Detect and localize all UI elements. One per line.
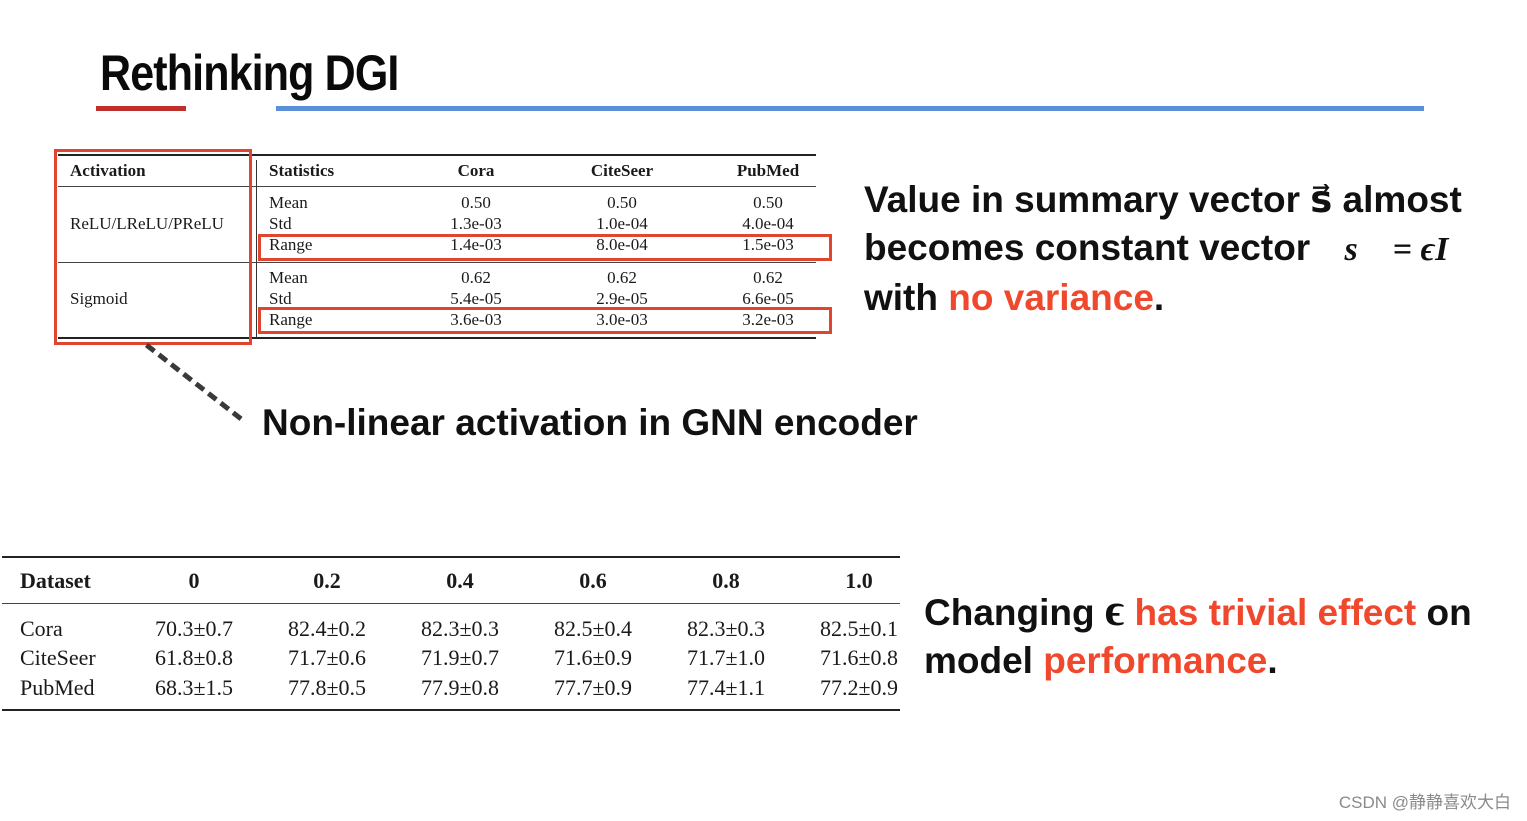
table-cell: 77.2±0.9 xyxy=(819,675,899,700)
table-cell: 71.7±1.0 xyxy=(686,645,766,670)
dataset-label: PubMed xyxy=(20,675,95,700)
table-cell: 77.9±0.8 xyxy=(420,675,500,700)
table-cell: 71.7±0.6 xyxy=(287,645,367,670)
performance-highlight: performance xyxy=(1043,640,1268,681)
table-cell: 71.9±0.7 xyxy=(420,645,500,670)
activation-sigmoid: Sigmoid xyxy=(70,289,128,308)
header-eps: 0.8 xyxy=(712,568,740,593)
table-cell: 3.2e-03 xyxy=(742,310,794,329)
activation-relu: ReLU/LReLU/PReLU xyxy=(70,214,224,233)
table-cell: 82.3±0.3 xyxy=(420,616,500,641)
stat-label: Range xyxy=(269,310,313,329)
dataset-label: CiteSeer xyxy=(20,645,96,670)
table-header-rule xyxy=(2,603,900,604)
table-cell: 5.4e-05 xyxy=(450,289,502,308)
stat-label: Mean xyxy=(269,268,308,287)
table-cell: 77.4±1.1 xyxy=(686,675,766,700)
table-bottom-rule xyxy=(58,337,816,339)
no-variance-highlight: no variance xyxy=(948,277,1154,318)
callout-text: with xyxy=(864,277,949,318)
header-cora: Cora xyxy=(457,161,495,180)
table-cell: 0.62 xyxy=(607,268,637,287)
table-cell: 77.8±0.5 xyxy=(287,675,367,700)
callout-line: Value in summary vector s⃗ almost xyxy=(864,179,1462,220)
callout-line: becomes constant vector s⃗ = ϵI xyxy=(864,224,1462,274)
activation-callout: Non-linear activation in GNN encoder xyxy=(262,402,918,443)
table-vertical-rule xyxy=(256,160,257,338)
table-cell: 3.0e-03 xyxy=(596,310,648,329)
trivial-effect-highlight: has trivial effect xyxy=(1124,592,1417,633)
activation-column-highlight xyxy=(54,149,252,345)
table-cell: 0.50 xyxy=(753,193,783,212)
callout-text: . xyxy=(1267,640,1278,681)
epsilon-effect-callout: Changing ϵ has trivial effect on model p… xyxy=(924,586,1472,685)
table-cell: 1.3e-03 xyxy=(450,214,502,233)
table-top-rule xyxy=(2,556,900,558)
table-cell: 0.62 xyxy=(753,268,783,287)
header-eps: 0 xyxy=(188,568,200,593)
slide-title: Rethinking DGI xyxy=(100,45,399,101)
table-cell: 71.6±0.8 xyxy=(819,645,899,670)
table-cell: 82.5±0.1 xyxy=(819,616,899,641)
table-cell: 0.50 xyxy=(461,193,491,212)
callout-text: . xyxy=(1153,277,1165,318)
stat-label: Mean xyxy=(269,193,308,212)
stat-label: Std xyxy=(269,214,292,233)
callout-text: on xyxy=(1416,592,1472,633)
header-eps: 1.0 xyxy=(845,568,873,593)
table-cell: 0.50 xyxy=(607,193,637,212)
header-eps: 0.4 xyxy=(446,568,474,593)
table-cell: 82.3±0.3 xyxy=(686,616,766,641)
stat-label: Std xyxy=(269,289,292,308)
table-cell: 77.7±0.9 xyxy=(553,675,633,700)
title-underline-blue xyxy=(276,106,1424,111)
range-row-highlight xyxy=(258,234,832,261)
table-cell: 82.4±0.2 xyxy=(287,616,367,641)
table-header-rule xyxy=(58,186,816,187)
table-cell: 4.0e-04 xyxy=(742,214,794,233)
title-underline-red xyxy=(96,106,186,111)
callout-line: Changing ϵ has trivial effect on xyxy=(924,586,1472,637)
table-cell: 1.4e-03 xyxy=(450,235,502,254)
header-dataset: Dataset xyxy=(20,568,91,593)
watermark: CSDN @静静喜欢大白 xyxy=(1338,793,1511,812)
range-row-highlight xyxy=(258,307,832,334)
table-cell: 2.9e-05 xyxy=(596,289,648,308)
table-cell: 0.62 xyxy=(461,268,491,287)
table-cell: 8.0e-04 xyxy=(596,235,648,254)
table-group-rule xyxy=(58,262,816,263)
callout-text: model xyxy=(924,640,1044,681)
epsilon-symbol: ϵ xyxy=(1104,584,1125,635)
callout-text: becomes constant vector xyxy=(864,227,1311,268)
callout-text: Changing xyxy=(924,592,1105,633)
table-cell: 70.3±0.7 xyxy=(154,616,234,641)
header-eps: 0.6 xyxy=(579,568,607,593)
callout-line: with no variance. xyxy=(864,274,1462,322)
table-cell: 1.5e-03 xyxy=(742,235,794,254)
table-top-rule xyxy=(58,154,816,156)
table-cell: 82.5±0.4 xyxy=(553,616,633,641)
header-pubmed: PubMed xyxy=(736,161,800,180)
table-cell: 68.3±1.5 xyxy=(154,675,234,700)
stat-label: Range xyxy=(269,235,313,254)
table-cell: 6.6e-05 xyxy=(742,289,794,308)
callout-line: model performance. xyxy=(924,637,1472,685)
dataset-label: Cora xyxy=(20,616,63,641)
table-cell: 1.0e-04 xyxy=(596,214,648,233)
header-activation: Activation xyxy=(70,161,146,180)
table-cell: 71.6±0.9 xyxy=(553,645,633,670)
table-bottom-rule xyxy=(2,709,900,711)
constant-vector-formula: s⃗ = ϵI xyxy=(1344,231,1449,268)
table-cell: 61.8±0.8 xyxy=(154,645,234,670)
summary-vector-callout: Value in summary vector s⃗ almost become… xyxy=(864,176,1462,322)
header-statistics: Statistics xyxy=(269,161,335,180)
header-citeseer: CiteSeer xyxy=(590,161,654,180)
table-cell: 3.6e-03 xyxy=(450,310,502,329)
header-eps: 0.2 xyxy=(313,568,341,593)
